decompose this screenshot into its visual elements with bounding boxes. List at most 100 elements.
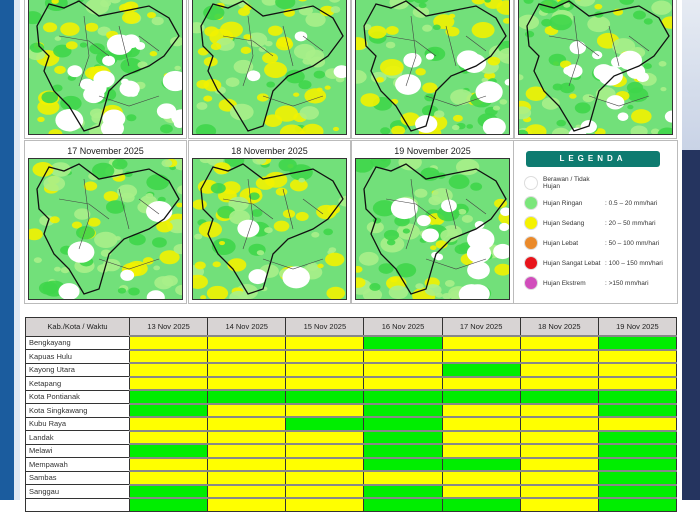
rainfall-map: [355, 0, 510, 135]
forecast-cell: [208, 444, 286, 458]
forecast-cell: [520, 377, 598, 391]
forecast-cell: [520, 417, 598, 431]
forecast-cell: [598, 471, 676, 485]
legend-item: Hujan Ekstrem : >150 mm/hari: [524, 275, 649, 291]
rainfall-map: [192, 158, 347, 300]
table-row: Kota Pontianak: [26, 390, 677, 404]
rainfall-map: [192, 0, 347, 135]
map-date-label: 17 November 2025: [25, 146, 186, 156]
forecast-cell: [208, 458, 286, 472]
table-row: Sambas: [26, 471, 677, 485]
map-date-label: 18 November 2025: [189, 146, 350, 156]
forecast-cell: [364, 377, 442, 391]
forecast-cell: [130, 336, 208, 350]
forecast-cell: [598, 390, 676, 404]
header-date: 17 Nov 2025: [442, 318, 520, 337]
forecast-cell: [598, 377, 676, 391]
forecast-cell: [598, 417, 676, 431]
forecast-cell: [442, 485, 520, 499]
forecast-cell: [364, 336, 442, 350]
forecast-cell: [598, 444, 676, 458]
legend-item: Hujan Sangat Lebat : 100 – 150 mm/hari: [524, 255, 663, 271]
forecast-cell: [208, 471, 286, 485]
legend-name: Hujan Sangat Lebat: [543, 260, 605, 267]
region-name: Kayong Utara: [26, 363, 130, 377]
forecast-cell: [598, 404, 676, 418]
rainfall-map: [355, 158, 510, 300]
forecast-cell: [208, 336, 286, 350]
forecast-cell: [442, 377, 520, 391]
forecast-cell: [520, 390, 598, 404]
region-name: Kota Pontianak: [26, 390, 130, 404]
legend-name: Hujan Sedang: [543, 220, 605, 227]
forecast-cell: [598, 485, 676, 499]
map-date-label: 19 November 2025: [352, 146, 513, 156]
forecast-cell: [598, 431, 676, 445]
forecast-cell: [286, 444, 364, 458]
forecast-cell: [364, 404, 442, 418]
map-panel: [24, 0, 187, 139]
map-panel: 19 November 2025: [351, 140, 514, 304]
legend-range: : 0.5 – 20 mm/hari: [605, 200, 657, 207]
forecast-cell: [442, 390, 520, 404]
forecast-cell: [130, 404, 208, 418]
forecast-cell: [442, 458, 520, 472]
region-name: Mempawah: [26, 458, 130, 472]
table-row: Melawi: [26, 444, 677, 458]
forecast-cell: [130, 377, 208, 391]
forecast-cell: [520, 458, 598, 472]
forecast-cell: [364, 458, 442, 472]
forecast-cell: [286, 471, 364, 485]
map-panel: [351, 0, 514, 139]
map-panel: 18 November 2025: [188, 140, 351, 304]
forecast-cell: [130, 363, 208, 377]
region-name: Sambas: [26, 471, 130, 485]
forecast-cell: [364, 471, 442, 485]
forecast-cell: [442, 363, 520, 377]
forecast-cell: [208, 431, 286, 445]
forecast-cell: [208, 363, 286, 377]
rainfall-map: [28, 0, 183, 135]
region-name: Sanggau: [26, 485, 130, 499]
forecast-cell: [442, 336, 520, 350]
forecast-cell: [520, 363, 598, 377]
forecast-cell: [208, 485, 286, 499]
forecast-cell: [130, 444, 208, 458]
region-name: Melawi: [26, 444, 130, 458]
forecast-cell: [520, 485, 598, 499]
table-row: Kota Singkawang: [26, 404, 677, 418]
legend: LEGENDA Berawan / Tidak Hujan Hujan Ring…: [513, 140, 678, 304]
forecast-cell: [364, 417, 442, 431]
legend-range: : 100 – 150 mm/hari: [605, 260, 663, 267]
map-panel: 17 November 2025: [24, 140, 187, 304]
left-border-inner: [14, 0, 20, 500]
forecast-cell: [286, 417, 364, 431]
legend-name: Hujan Lebat: [543, 240, 605, 247]
forecast-cell: [442, 417, 520, 431]
legend-title: LEGENDA: [526, 151, 660, 167]
color-swatch-icon: [524, 236, 538, 250]
forecast-cell: [364, 431, 442, 445]
color-swatch-icon: [524, 216, 538, 230]
forecast-cell: [208, 390, 286, 404]
table-row: Sanggau: [26, 485, 677, 499]
region-name: Kapuas Hulu: [26, 350, 130, 364]
forecast-cell: [364, 390, 442, 404]
forecast-cell: [286, 458, 364, 472]
forecast-cell: [442, 404, 520, 418]
forecast-cell: [442, 444, 520, 458]
forecast-cell: [364, 363, 442, 377]
forecast-cell: [130, 485, 208, 499]
region-name: Ketapang: [26, 377, 130, 391]
table-row: Mempawah: [26, 458, 677, 472]
table-row: Bengkayang: [26, 336, 677, 350]
forecast-cell: [286, 336, 364, 350]
forecast-cell: [364, 485, 442, 499]
forecast-cell: [286, 390, 364, 404]
forecast-cell: [286, 350, 364, 364]
forecast-cell: [520, 350, 598, 364]
forecast-cell: [130, 350, 208, 364]
legend-item: Hujan Ringan : 0.5 – 20 mm/hari: [524, 195, 657, 211]
forecast-cell: [442, 431, 520, 445]
